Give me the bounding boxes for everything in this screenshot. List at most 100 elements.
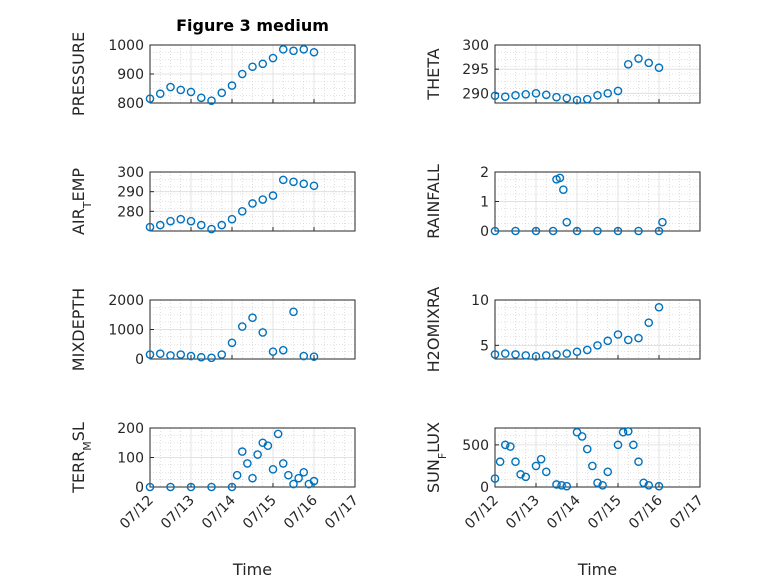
data-point <box>552 480 561 489</box>
data-point <box>490 91 500 101</box>
y-tick-label: 300 <box>117 165 144 181</box>
data-point <box>531 351 541 361</box>
data-point <box>155 89 165 99</box>
data-point <box>582 345 592 355</box>
x-tick-label: 07/16 <box>281 492 321 532</box>
data-point <box>531 226 541 236</box>
data-point <box>284 470 293 480</box>
y-tick-label: 10 <box>471 293 489 309</box>
x-tick-label: 07/15 <box>240 493 280 533</box>
data-point <box>289 46 298 56</box>
data-point <box>237 447 247 456</box>
data-point <box>495 457 505 467</box>
data-point <box>248 62 257 72</box>
x-axis-label: Time <box>577 560 617 579</box>
y-axis-label: THETA <box>424 48 443 100</box>
x-tick-label: 07/13 <box>158 493 198 533</box>
data-point <box>562 93 572 103</box>
data-point <box>603 89 613 98</box>
y-axis-label: AIRTEMP <box>69 168 94 235</box>
data-point <box>186 351 196 361</box>
y-tick-label: 0 <box>135 352 144 368</box>
data-point <box>268 53 278 63</box>
data-point <box>278 175 288 185</box>
data-point <box>278 345 288 355</box>
data-point <box>562 217 572 227</box>
data-point <box>654 481 664 491</box>
data-point <box>268 347 278 356</box>
data-point <box>289 177 298 187</box>
y-tick-label: 800 <box>117 96 144 112</box>
y-tick-label: 280 <box>117 204 144 220</box>
data-point <box>176 85 186 95</box>
data-point <box>299 467 309 477</box>
data-point <box>623 60 633 69</box>
subplot-h2omixra: 5 10 H2OMIXRA <box>424 287 701 372</box>
data-point <box>559 185 568 194</box>
data-point <box>618 427 628 437</box>
data-point <box>207 224 216 234</box>
data-point <box>593 341 602 350</box>
y-tick-label: 100 <box>117 451 144 467</box>
data-point <box>603 467 613 477</box>
data-point <box>500 92 510 102</box>
data-point <box>557 481 566 490</box>
data-point <box>227 338 237 348</box>
data-point <box>511 90 520 100</box>
data-point <box>243 459 252 468</box>
data-point <box>227 214 237 224</box>
data-point <box>654 226 664 236</box>
data-point <box>227 81 237 90</box>
data-point <box>145 350 155 359</box>
subplot-theta: 290 295 300 THETA <box>424 38 701 105</box>
x-tick-label: 07/14 <box>199 492 239 532</box>
x-tick-label: 07/17 <box>667 493 707 533</box>
data-point <box>263 441 273 451</box>
data-point <box>541 90 551 100</box>
data-point <box>588 461 597 471</box>
data-point <box>658 217 667 227</box>
data-point <box>634 457 643 467</box>
data-point <box>294 473 303 483</box>
subplot-mixdepth: 0 1000 2000 MIXDEPTH <box>69 288 356 371</box>
x-tick-label: 07/13 <box>503 493 543 533</box>
x-tick-label: 07/16 <box>626 492 666 532</box>
data-point <box>629 440 638 450</box>
x-tick-label: 07/12 <box>117 493 157 533</box>
data-point <box>603 336 613 346</box>
data-point <box>613 226 623 236</box>
y-tick-label: 0 <box>135 480 144 496</box>
y-tick-label: 2000 <box>108 293 144 309</box>
data-point <box>541 467 551 477</box>
data-point <box>572 226 582 236</box>
data-point <box>541 351 551 360</box>
data-point <box>248 199 257 208</box>
data-point <box>593 226 602 236</box>
y-tick-label: 0 <box>480 480 489 496</box>
data-point <box>299 351 309 361</box>
data-point <box>253 450 262 459</box>
data-point <box>289 479 298 489</box>
data-point <box>145 482 155 492</box>
data-point <box>258 195 268 204</box>
data-point <box>593 90 602 100</box>
data-point <box>490 474 500 483</box>
data-point <box>552 350 561 359</box>
y-tick-label: 2 <box>480 165 489 181</box>
data-point <box>500 349 510 358</box>
data-point <box>521 472 531 482</box>
data-point <box>562 349 572 358</box>
data-point <box>309 181 319 191</box>
y-axis-label: PRESSURE <box>69 32 88 116</box>
figure-title: Figure 3 medium <box>176 16 329 35</box>
data-point <box>176 214 186 224</box>
data-point <box>186 216 196 226</box>
data-point <box>613 330 623 339</box>
y-tick-label: 1 <box>480 195 489 211</box>
data-point <box>309 352 319 361</box>
y-tick-label: 1000 <box>108 38 144 54</box>
data-point <box>166 216 175 226</box>
data-point <box>490 350 500 359</box>
y-tick-label: 1000 <box>108 323 144 339</box>
